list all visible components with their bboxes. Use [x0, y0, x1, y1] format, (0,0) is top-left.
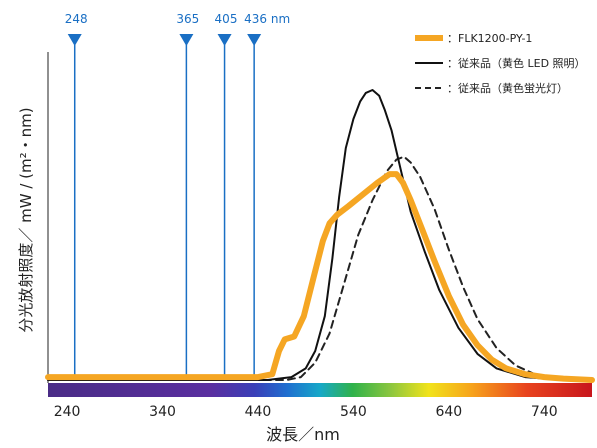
wavelength-marker-label-2: 405 — [215, 12, 238, 26]
series-line-2 — [47, 155, 593, 381]
x-tick-label-4: 640 — [435, 404, 462, 420]
x-axis-ticks: 240 340 440 540 640 740 — [54, 404, 558, 420]
y-axis-label: 分光放射照度／ mW / (m²・nm) — [17, 107, 35, 332]
wavelength-marker-label-0: 248 — [65, 12, 88, 26]
series-line-1 — [47, 89, 593, 381]
wavelength-marker-label-3: 436 nm — [244, 12, 290, 26]
y-axis-label-text: 分光放射照度／ mW / (m²・nm) — [17, 107, 35, 332]
x-tick-label-1: 340 — [149, 404, 176, 420]
wavelength-marker-triangle-2 — [217, 34, 232, 46]
wavelength-markers: 248 365 405 436 nm — [65, 12, 290, 380]
spectrum-bar — [48, 383, 592, 397]
x-tick-label-0: 240 — [54, 404, 81, 420]
legend-label-0: ：FLK1200-PY-1 — [447, 32, 532, 45]
legend-label-1: ：従来品（黄色 LED 照明） — [447, 56, 586, 70]
legend: ：FLK1200-PY-1 ：従来品（黄色 LED 照明） ：従来品（黄色蛍光灯） — [415, 32, 586, 95]
wavelength-marker-triangle-3 — [247, 34, 262, 46]
series-line-0 — [45, 171, 595, 383]
x-tick-label-3: 540 — [340, 404, 367, 420]
wavelength-marker-triangle-1 — [179, 34, 194, 46]
wavelength-marker-label-1: 365 — [176, 12, 199, 26]
x-tick-label-5: 740 — [531, 404, 558, 420]
x-tick-label-2: 440 — [245, 404, 272, 420]
legend-label-2: ：従来品（黄色蛍光灯） — [447, 81, 568, 95]
x-axis-label: 波長／nm — [266, 425, 340, 444]
series-lines — [45, 89, 595, 383]
wavelength-marker-triangle-0 — [67, 34, 82, 46]
